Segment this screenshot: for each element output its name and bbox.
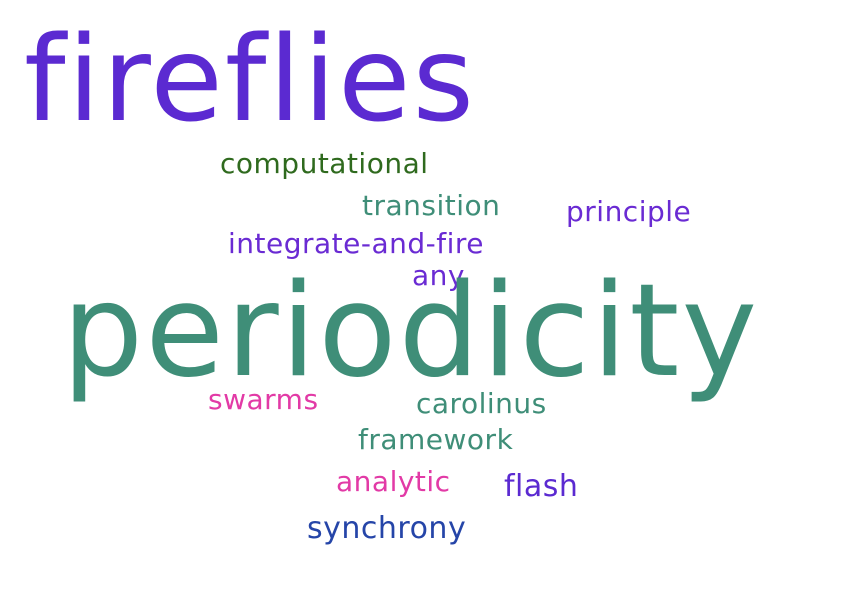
word-carolinus: carolinus [416,387,547,420]
word-swarms: swarms [208,383,319,416]
word-principle: principle [566,195,692,228]
word-framework: framework [358,423,514,456]
word-integrate-and-fire: integrate-and-fire [228,227,485,260]
word-computational: computational [220,147,429,180]
word-transition: transition [362,189,501,222]
word-flash: flash [504,469,579,504]
word-periodicity: periodicity [62,257,760,406]
word-any: any [412,259,465,292]
word-fireflies: fireflies [24,10,477,148]
word-analytic: analytic [336,465,451,498]
word-synchrony: synchrony [307,511,467,546]
